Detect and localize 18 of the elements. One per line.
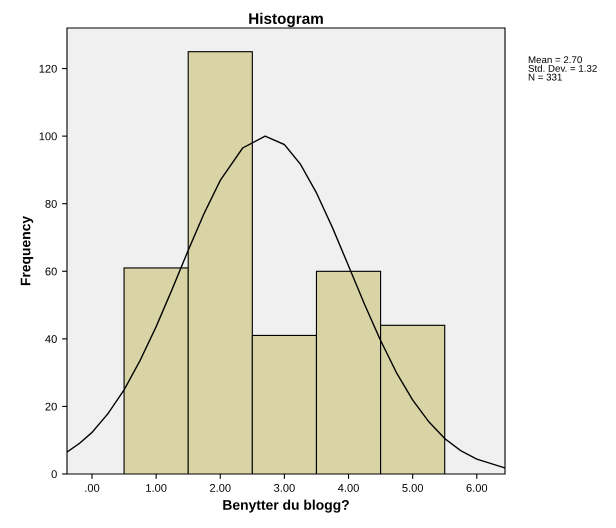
y-tick-label: 60 [45,268,57,276]
y-tick-label: 40 [45,335,57,343]
x-tick-label: 2.00 [210,484,231,492]
y-axis-title: Frequency [20,216,34,286]
text: Mean = 2.70 Std. Dev. = 1.32 N = 331 [528,56,597,81]
chart-title: Histogram [249,12,323,28]
x-tick-label: 5.00 [402,484,424,492]
x-tick-label: 1.00 [146,484,167,492]
y-tick-label: 100 [40,132,57,140]
y-tick-label: 80 [45,200,57,208]
x-tick-label: .00 [85,484,100,492]
x-axis-title: Benytter du blogg? [223,500,349,513]
x-tick-label: 6.00 [466,484,488,492]
x-tick-label: 3.00 [274,484,295,492]
y-tick-label: 0 [52,470,57,478]
y-tick-label: 20 [45,402,57,411]
x-tick-label: 4.00 [338,484,359,492]
y-tick-label: 120 [40,64,57,73]
